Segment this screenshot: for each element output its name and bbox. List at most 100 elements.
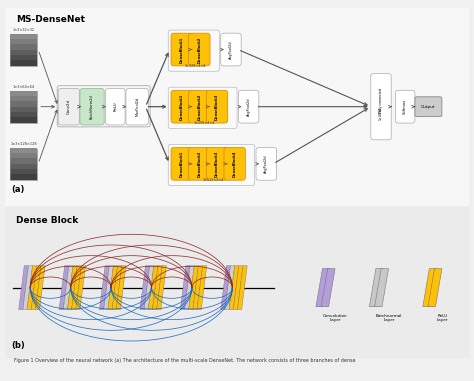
FancyBboxPatch shape: [171, 147, 192, 180]
Polygon shape: [63, 266, 73, 309]
FancyBboxPatch shape: [80, 88, 104, 125]
Polygon shape: [237, 266, 247, 309]
Text: DenseBlock2: DenseBlock2: [197, 94, 201, 120]
FancyBboxPatch shape: [371, 74, 391, 140]
FancyBboxPatch shape: [168, 30, 219, 71]
Polygon shape: [321, 269, 335, 307]
Bar: [10, 96, 37, 101]
FancyBboxPatch shape: [106, 88, 125, 125]
FancyBboxPatch shape: [126, 88, 148, 125]
Text: DenseBlock3: DenseBlock3: [215, 151, 219, 177]
FancyBboxPatch shape: [2, 6, 472, 208]
Polygon shape: [112, 266, 122, 309]
Polygon shape: [18, 266, 28, 309]
Bar: [10, 39, 37, 44]
Text: DenseBlock3: DenseBlock3: [215, 94, 219, 120]
Polygon shape: [100, 266, 109, 309]
FancyBboxPatch shape: [168, 144, 255, 186]
FancyBboxPatch shape: [238, 90, 259, 123]
Polygon shape: [36, 266, 45, 309]
Text: Batchnormal
Layer: Batchnormal Layer: [376, 314, 402, 322]
Text: DenseBlock2: DenseBlock2: [197, 151, 201, 177]
Polygon shape: [104, 266, 113, 309]
Polygon shape: [59, 266, 69, 309]
Bar: [10, 91, 37, 96]
Polygon shape: [229, 266, 239, 309]
Text: DenseBlock1: DenseBlock1: [180, 94, 184, 120]
FancyBboxPatch shape: [415, 97, 442, 117]
Polygon shape: [184, 266, 194, 309]
Polygon shape: [316, 269, 330, 307]
Text: Convolution
Layer: Convolution Layer: [323, 314, 348, 322]
Text: ReLU
Layer: ReLU Layer: [437, 314, 448, 322]
Bar: [10, 101, 37, 107]
Polygon shape: [153, 266, 162, 309]
Polygon shape: [31, 266, 41, 309]
Polygon shape: [197, 266, 207, 309]
FancyBboxPatch shape: [206, 90, 228, 123]
Text: 1×512×4×4: 1×512×4×4: [202, 178, 224, 182]
FancyBboxPatch shape: [189, 33, 210, 66]
Polygon shape: [67, 266, 77, 309]
Text: AvgPool2d: AvgPool2d: [264, 155, 268, 173]
Bar: [10, 34, 37, 39]
FancyBboxPatch shape: [206, 147, 228, 180]
FancyBboxPatch shape: [224, 147, 246, 180]
Text: 1×4096: 1×4096: [379, 107, 383, 120]
Polygon shape: [140, 266, 150, 309]
Text: AvgPool2d: AvgPool2d: [246, 98, 251, 116]
Text: 1×3×128×128: 1×3×128×128: [10, 142, 37, 146]
Bar: [10, 174, 37, 180]
Polygon shape: [108, 266, 118, 309]
Text: Output: Output: [421, 105, 436, 109]
Text: 1×256×4×4: 1×256×4×4: [193, 121, 215, 125]
Text: Dense Block: Dense Block: [16, 216, 79, 226]
FancyBboxPatch shape: [171, 33, 192, 66]
FancyBboxPatch shape: [395, 90, 415, 123]
Polygon shape: [76, 266, 86, 309]
Text: Conv2d: Conv2d: [67, 99, 71, 114]
Text: DenseBlock1: DenseBlock1: [180, 151, 184, 177]
Polygon shape: [225, 266, 235, 309]
Bar: [10, 148, 37, 153]
Polygon shape: [72, 266, 82, 309]
Polygon shape: [180, 266, 190, 309]
Text: (a): (a): [12, 185, 25, 194]
Text: DenseBlock1: DenseBlock1: [180, 37, 184, 62]
FancyBboxPatch shape: [256, 147, 276, 180]
Text: Figure 1 Overview of the neural network (a) The architecture of the multi-scale : Figure 1 Overview of the neural network …: [14, 358, 356, 363]
Text: DenseBlock4: DenseBlock4: [233, 150, 237, 177]
Bar: [10, 169, 37, 174]
Bar: [10, 164, 37, 169]
Bar: [10, 112, 37, 117]
Polygon shape: [189, 266, 199, 309]
FancyBboxPatch shape: [58, 88, 80, 125]
Polygon shape: [233, 266, 243, 309]
Polygon shape: [221, 266, 230, 309]
Polygon shape: [156, 266, 166, 309]
Text: MaxPool2d: MaxPool2d: [135, 97, 139, 116]
Polygon shape: [428, 269, 442, 307]
Bar: [10, 117, 37, 123]
Text: AvgPool2d: AvgPool2d: [229, 40, 233, 59]
Polygon shape: [423, 269, 437, 307]
Polygon shape: [369, 269, 383, 307]
Text: BatchNorm2d: BatchNorm2d: [90, 94, 94, 119]
Polygon shape: [27, 266, 37, 309]
Text: 1×3×32×32: 1×3×32×32: [13, 28, 35, 32]
FancyBboxPatch shape: [168, 87, 237, 128]
Text: DenseBlock2: DenseBlock2: [197, 37, 201, 62]
FancyBboxPatch shape: [171, 90, 192, 123]
FancyBboxPatch shape: [221, 33, 241, 66]
Bar: [10, 60, 37, 66]
Polygon shape: [23, 266, 33, 309]
Bar: [10, 158, 37, 164]
Bar: [10, 44, 37, 50]
FancyBboxPatch shape: [189, 147, 210, 180]
Text: 1×128×4×4: 1×128×4×4: [184, 64, 206, 67]
Polygon shape: [116, 266, 126, 309]
Bar: [10, 55, 37, 60]
Text: ReLU: ReLU: [113, 102, 117, 112]
Text: Softmax: Softmax: [403, 99, 407, 114]
Text: Fully connected: Fully connected: [379, 88, 383, 114]
